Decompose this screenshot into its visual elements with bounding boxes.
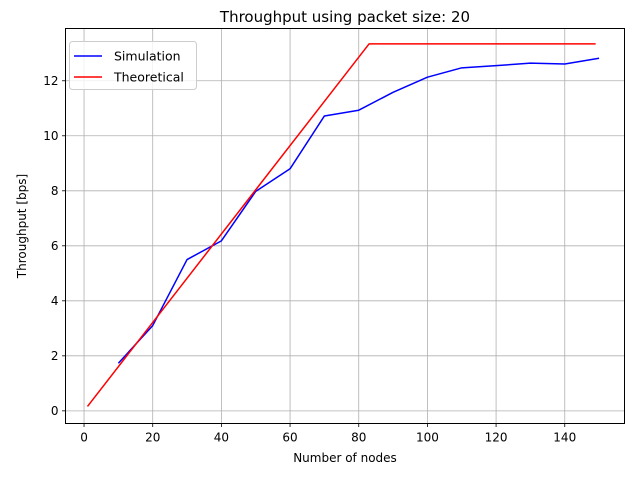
chart-title: Throughput using packet size: 20 <box>219 8 470 26</box>
series-line-theoretical <box>86 43 596 407</box>
x-tick-label: 20 <box>145 431 160 445</box>
y-axis-label: Throughput [bps] <box>15 174 29 279</box>
grid-lines <box>65 28 625 424</box>
y-tick-label: 2 <box>51 349 59 363</box>
y-tick-label: 6 <box>51 239 59 253</box>
series-lines <box>86 43 600 407</box>
axis-ticks: 0 20 40 60 80 100 120 140 0 2 4 6 8 10 12 <box>43 74 576 444</box>
legend: Simulation Theoretical <box>69 41 197 90</box>
x-tick-label: 60 <box>282 431 297 445</box>
x-tick-label: 100 <box>416 431 439 445</box>
x-tick-label: 40 <box>214 431 229 445</box>
x-tick-label: 120 <box>485 431 508 445</box>
x-tick-label: 80 <box>351 431 366 445</box>
y-tick-label: 10 <box>43 129 58 143</box>
y-tick-label: 12 <box>43 74 58 88</box>
y-tick-label: 0 <box>51 404 59 418</box>
legend-label-theoretical: Theoretical <box>113 70 184 85</box>
x-axis-label: Number of nodes <box>293 451 397 465</box>
x-tick-label: 140 <box>553 431 576 445</box>
x-tick-label: 0 <box>80 431 88 445</box>
y-tick-label: 8 <box>51 184 59 198</box>
plot-area-frame <box>65 28 625 424</box>
legend-label-simulation: Simulation <box>114 49 181 64</box>
series-line-simulation <box>117 57 600 364</box>
y-tick-label: 4 <box>51 294 59 308</box>
